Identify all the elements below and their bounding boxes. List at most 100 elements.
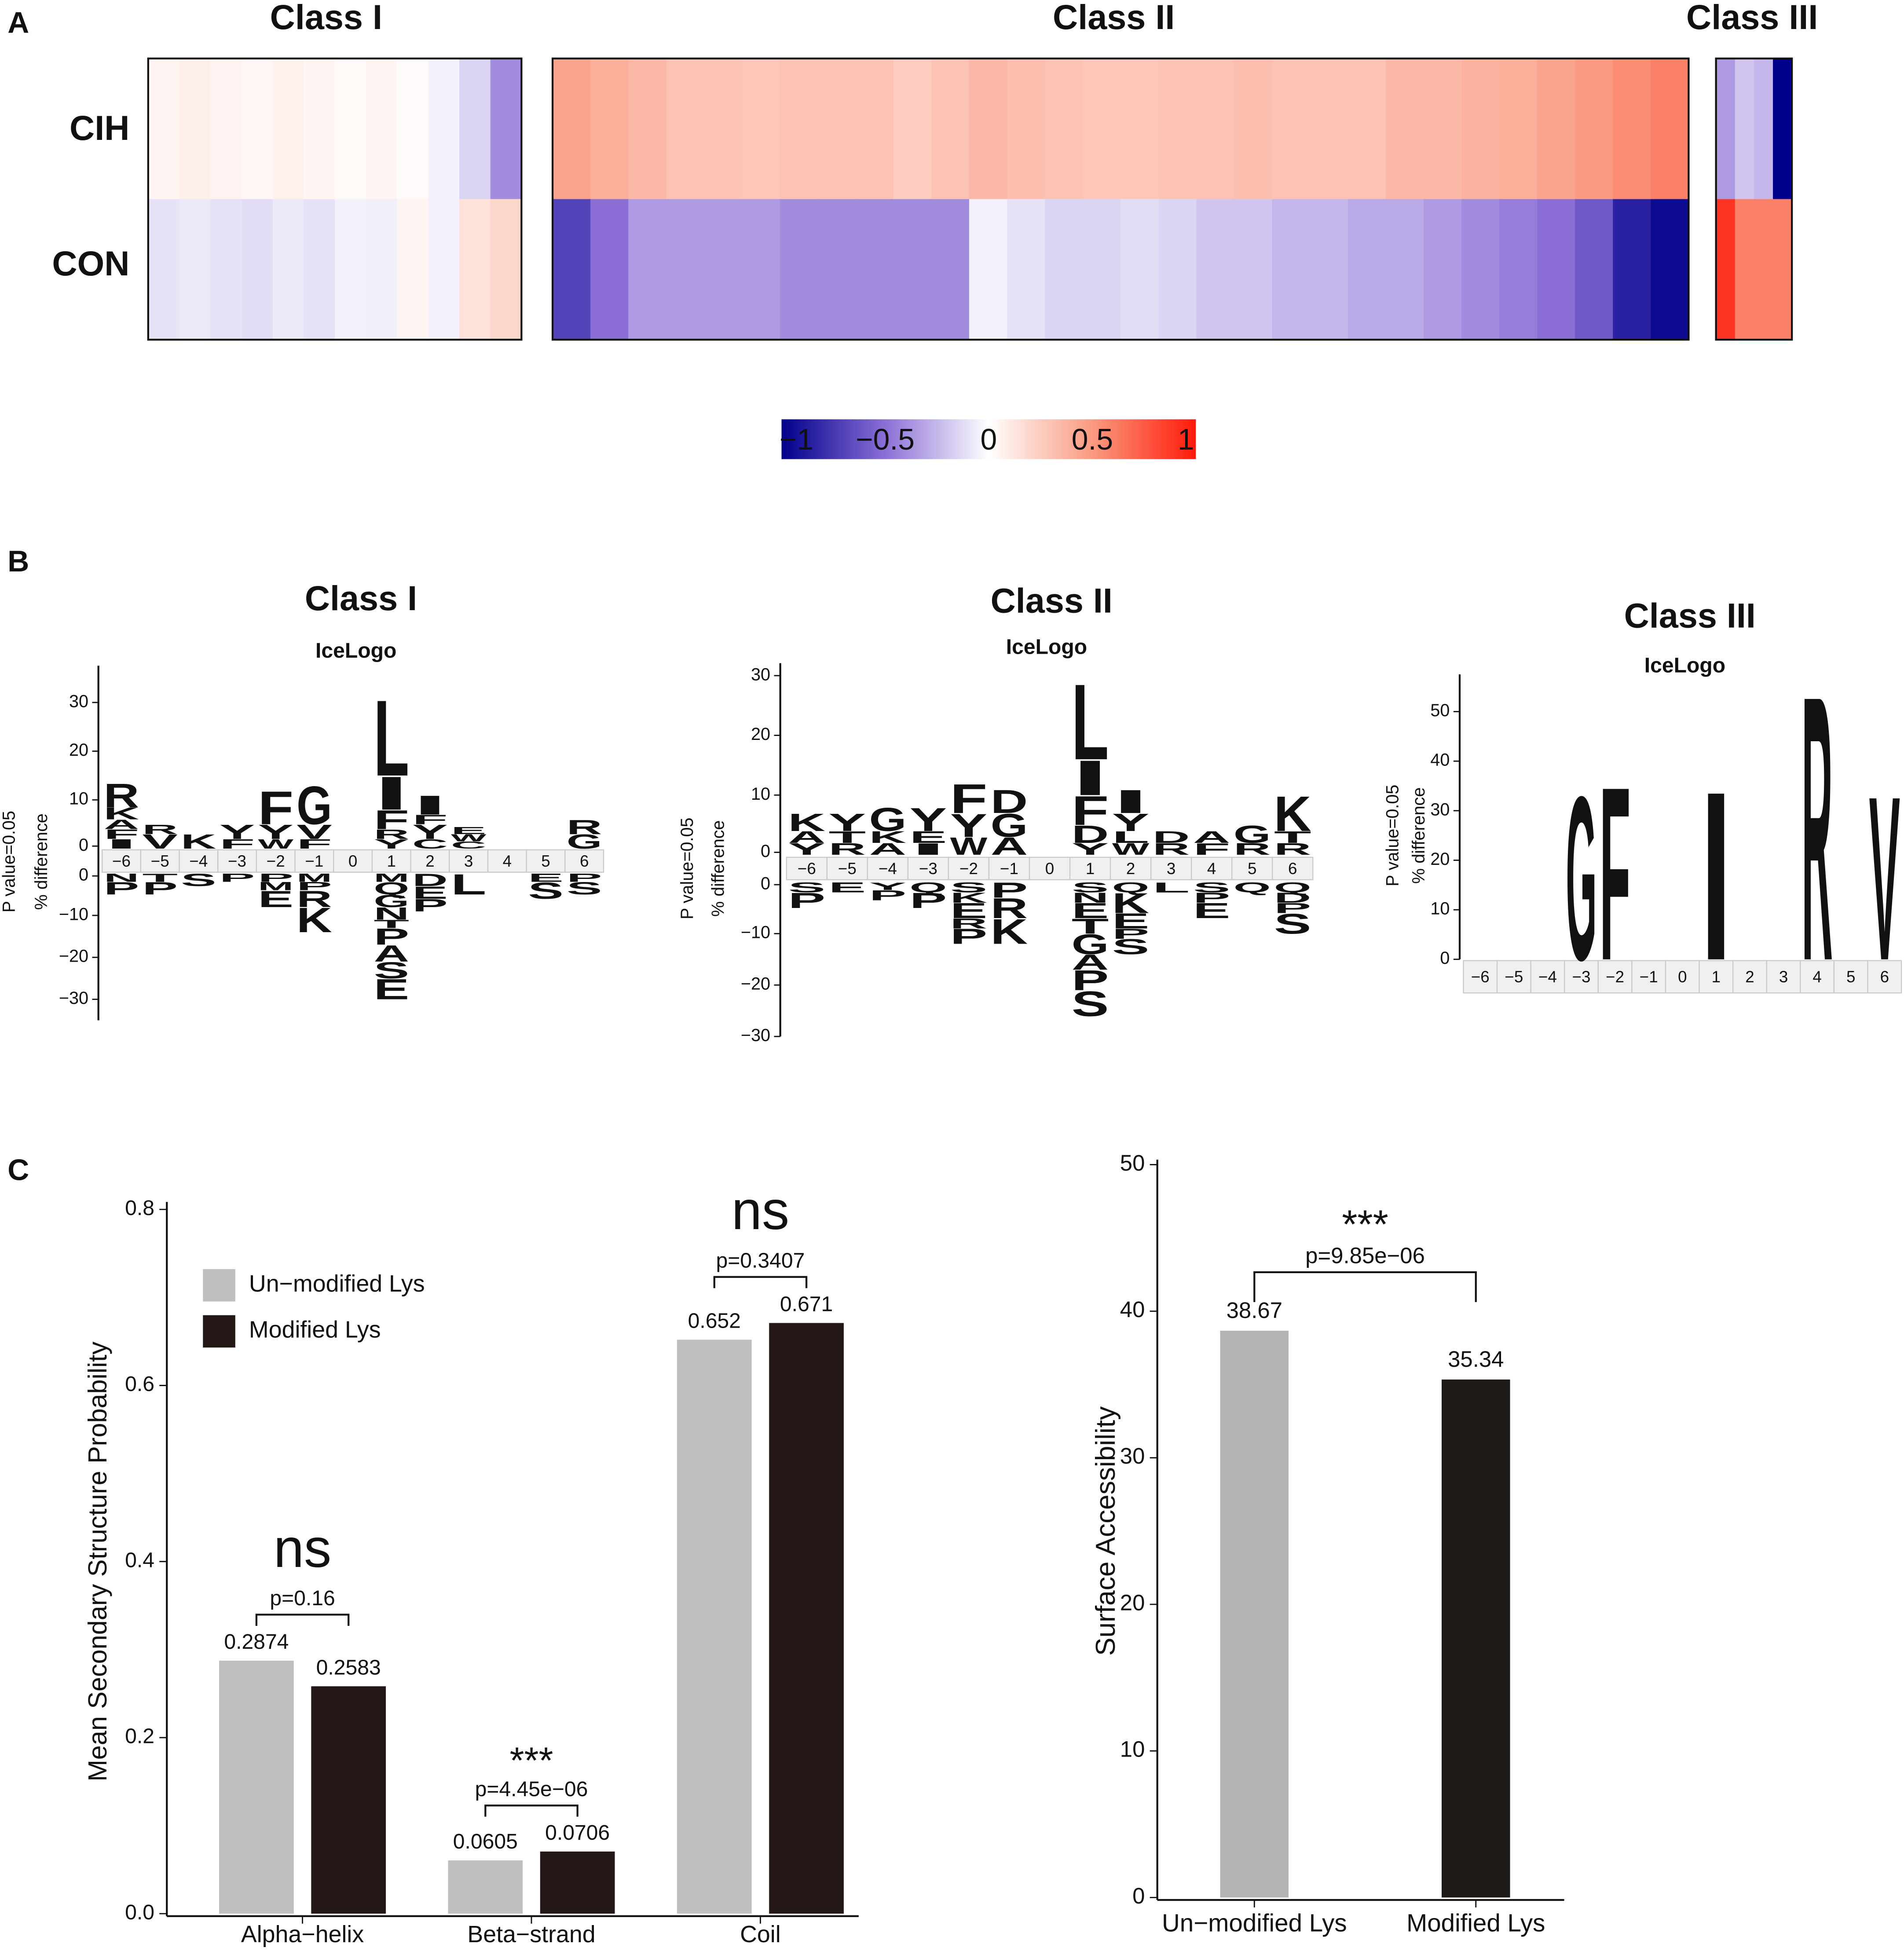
position-label: −4 <box>879 860 897 878</box>
heat-cell <box>666 199 705 340</box>
panel-label: A <box>7 7 29 40</box>
y-tick-label: 50 <box>1430 701 1450 720</box>
heat-cell <box>148 199 180 340</box>
y-axis-label: P value=0.05 <box>0 811 18 912</box>
position-cell <box>410 849 450 873</box>
logo-title: Class III <box>1624 596 1756 635</box>
logo-letter: M <box>258 880 293 893</box>
bar-value-label: 0.0605 <box>453 1830 518 1853</box>
y-axis-label: P value=0.05 <box>1383 785 1402 886</box>
x-tick-label: Un−modified Lys <box>1162 1909 1347 1937</box>
position-cell <box>1231 857 1273 880</box>
x-tick-label: Beta−strand <box>467 1921 595 1947</box>
heat-cell <box>1120 199 1159 340</box>
logo-letter: F <box>373 805 409 835</box>
logo-letter: S <box>1112 935 1150 959</box>
logo-subtitle: IceLogo <box>1006 635 1087 659</box>
heat-cell <box>931 199 970 340</box>
heat-cell <box>304 58 336 199</box>
logo-letter: P <box>950 925 988 948</box>
heat-cell <box>1773 199 1793 340</box>
heat-cell <box>553 58 591 199</box>
heat-cell <box>1347 199 1386 340</box>
logo-letter: M <box>297 871 332 885</box>
heat-cell <box>1423 199 1462 340</box>
logo-letter: E <box>451 825 487 836</box>
p-value: p=0.3407 <box>716 1249 805 1273</box>
logo-letter: E <box>1112 909 1150 933</box>
y-tick-label: 0.0 <box>125 1900 154 1924</box>
heat-cell <box>1575 58 1614 199</box>
heat-cell <box>179 58 211 199</box>
y-axis-label: % difference <box>709 820 728 917</box>
logo-letter: S <box>788 879 825 895</box>
logo-letter: G <box>1234 821 1271 849</box>
logo-letter: G <box>869 801 907 838</box>
logo-letter: L <box>373 677 409 798</box>
logo-letter: P <box>1274 900 1311 916</box>
logo-letter: F <box>104 827 139 842</box>
logo-letter: E <box>829 879 866 895</box>
logo-letter: F <box>297 836 332 851</box>
heat-cell <box>553 199 591 340</box>
heat-cell <box>628 58 667 199</box>
logo-letter: I <box>373 767 409 820</box>
logo-letter: K <box>297 900 332 940</box>
logo-letter: Y <box>258 820 293 843</box>
heat-cell <box>969 58 1008 199</box>
logo-letter: I <box>104 836 139 851</box>
colorbar <box>781 419 1196 459</box>
heat-cell <box>1754 199 1774 340</box>
position-label: −5 <box>151 852 169 870</box>
p-value: p=4.45e−06 <box>475 1777 588 1801</box>
heat-cell <box>1234 199 1273 340</box>
heat-cell <box>1651 199 1689 340</box>
heat-cell <box>1735 58 1755 199</box>
legend-swatch <box>203 1269 235 1302</box>
y-tick-label: 0.2 <box>125 1724 154 1748</box>
logo-letter: V <box>1869 748 1900 1009</box>
colorbar-tick-label: 1 <box>1178 423 1194 456</box>
logo-letter: M <box>373 871 409 885</box>
heat-cell <box>590 199 629 340</box>
logo-letter: P <box>258 871 293 885</box>
heat-cell <box>1045 199 1084 340</box>
logo-letter: K <box>991 911 1028 952</box>
position-label: −3 <box>228 852 246 870</box>
position-cell <box>1150 857 1192 880</box>
heat-cell <box>1310 58 1348 199</box>
logo-letter: K <box>788 809 825 837</box>
logo-letter: F <box>412 812 448 827</box>
heat-cell <box>1773 58 1793 199</box>
position-label: 1 <box>1712 968 1721 986</box>
logo-subtitle: IceLogo <box>315 639 396 663</box>
logo-letter: E <box>910 828 947 846</box>
logo-letter: V <box>297 820 332 843</box>
logo-letter: Q <box>910 879 947 895</box>
logo-letter: P <box>104 879 139 898</box>
logo-letter: S <box>373 958 409 984</box>
heat-cell <box>335 199 366 340</box>
heat-cell <box>893 58 932 199</box>
heat-cell <box>210 58 242 199</box>
heat-cell <box>1347 58 1386 199</box>
position-label: −6 <box>112 852 131 870</box>
logo-letter: K <box>869 828 907 846</box>
heat-cell <box>1385 199 1424 340</box>
p-value: p=0.16 <box>270 1586 335 1610</box>
heat-cell <box>590 58 629 199</box>
logo-letter: G <box>1072 928 1109 960</box>
heat-cell <box>1754 58 1774 199</box>
bar-value-label: 0.2874 <box>224 1630 289 1654</box>
colorbar-tick-label: −1 <box>780 423 813 456</box>
row-label: CIH <box>70 108 129 147</box>
logo-letter: R <box>104 776 139 814</box>
logo-letter: P <box>297 880 332 893</box>
y-tick-label: 0.8 <box>125 1196 154 1220</box>
position-label: 0 <box>1045 860 1054 878</box>
heat-cell <box>179 199 211 340</box>
y-tick-label: 30 <box>1430 800 1450 819</box>
position-label: 6 <box>580 852 589 870</box>
logo-letter: S <box>1274 908 1311 940</box>
position-cell <box>217 849 257 873</box>
